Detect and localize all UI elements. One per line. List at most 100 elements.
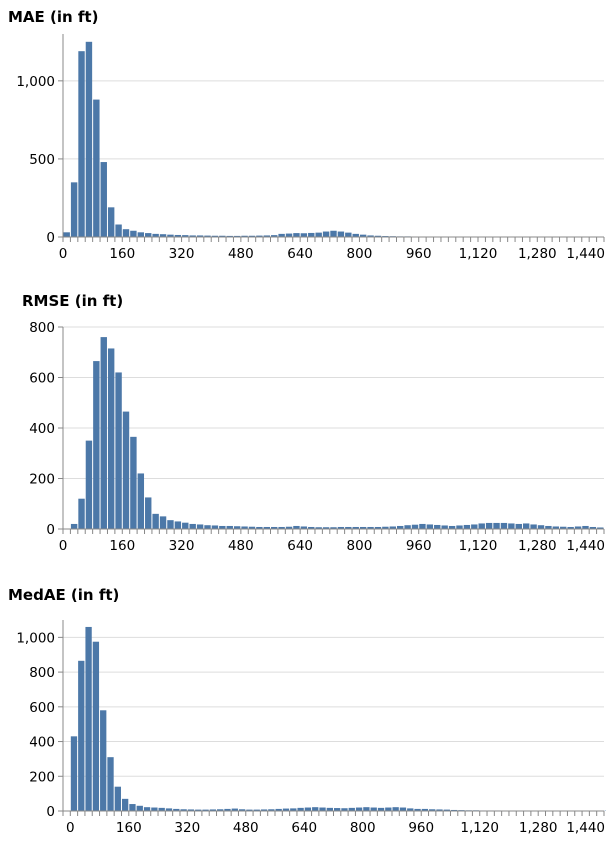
- histogram-bar: [404, 525, 410, 529]
- x-tick-label: 800: [350, 820, 376, 836]
- chart-title-medae: MedAE (in ft): [8, 586, 119, 604]
- x-tick-label: 640: [291, 820, 317, 836]
- histogram-bar: [182, 523, 188, 529]
- x-tick-label: 800: [347, 246, 373, 262]
- histogram-bar: [71, 182, 77, 237]
- histogram-bar: [479, 523, 485, 529]
- histogram-bar: [538, 525, 544, 529]
- histogram-bar: [138, 232, 144, 237]
- y-tick-label: 200: [29, 769, 55, 785]
- histogram-bar: [137, 806, 143, 811]
- histogram-bar: [138, 473, 144, 529]
- histogram-bar: [123, 412, 129, 529]
- chart-title-mae: MAE (in ft): [8, 8, 98, 26]
- histogram-bar: [345, 233, 351, 237]
- y-tick-label: 600: [29, 371, 55, 387]
- y-tick-label: 1,000: [16, 74, 55, 90]
- x-tick-label: 1,280: [518, 246, 557, 262]
- x-tick-label: 320: [174, 820, 200, 836]
- histogram-bar: [129, 804, 135, 811]
- histogram-bar: [319, 808, 325, 811]
- histogram-bar: [356, 808, 362, 811]
- histogram-bar: [123, 229, 129, 237]
- histogram-bar: [419, 524, 425, 529]
- chart-title-rmse: RMSE (in ft): [22, 292, 123, 310]
- y-tick-label: 400: [29, 735, 55, 751]
- x-tick-label: 960: [406, 246, 432, 262]
- x-tick-label: 1,120: [460, 820, 499, 836]
- histogram-bar: [108, 348, 114, 529]
- histogram-bar: [400, 808, 406, 811]
- x-tick-label: 800: [347, 538, 373, 554]
- histogram-bar: [100, 710, 106, 811]
- x-tick-label: 1,440: [566, 246, 605, 262]
- histogram-bar: [151, 808, 157, 811]
- x-tick-label: 640: [287, 246, 313, 262]
- x-tick-label: 960: [408, 820, 434, 836]
- y-tick-label: 200: [29, 472, 55, 488]
- y-tick-label: 0: [46, 804, 55, 820]
- histogram-bar: [464, 525, 470, 529]
- x-tick-label: 1,280: [519, 820, 558, 836]
- histogram-bar: [107, 757, 113, 811]
- y-tick-label: 500: [29, 152, 55, 168]
- histogram-bar: [523, 523, 529, 529]
- histogram-bar: [93, 100, 99, 237]
- histogram-bar: [434, 525, 440, 529]
- histogram-bar: [385, 808, 391, 811]
- histogram-bar: [301, 233, 307, 237]
- x-tick-label: 480: [228, 246, 254, 262]
- histogram-bar: [115, 787, 121, 811]
- histogram-bar: [145, 233, 151, 237]
- x-tick-label: 1,440: [566, 820, 605, 836]
- histogram-bar: [85, 627, 91, 811]
- histogram-bar: [71, 736, 77, 811]
- histogram-bar: [441, 525, 447, 529]
- histogram-bar: [212, 525, 218, 529]
- histogram-bar: [508, 523, 514, 529]
- histogram-bar: [412, 525, 418, 529]
- x-tick-label: 480: [228, 538, 254, 554]
- y-tick-label: 800: [29, 320, 55, 336]
- y-tick-label: 0: [46, 522, 55, 538]
- histogram-bar: [101, 337, 107, 529]
- x-tick-label: 160: [116, 820, 142, 836]
- histogram-bar: [152, 514, 158, 529]
- histogram-bar: [78, 499, 84, 529]
- histogram-bar: [71, 524, 77, 529]
- histogram-bar: [456, 525, 462, 529]
- histogram-bar: [144, 807, 150, 811]
- x-tick-label: 160: [109, 246, 135, 262]
- x-tick-label: 160: [109, 538, 135, 554]
- y-tick-label: 800: [29, 665, 55, 681]
- histogram-bar: [427, 524, 433, 529]
- histogram-bar: [338, 232, 344, 237]
- histogram-bar: [93, 361, 99, 529]
- y-tick-label: 600: [29, 700, 55, 716]
- histogram-bar: [486, 523, 492, 529]
- x-tick-label: 640: [287, 538, 313, 554]
- histogram-bar: [175, 521, 181, 529]
- histogram-bar: [130, 231, 136, 237]
- x-tick-label: 1,280: [518, 538, 557, 554]
- histogram-bar: [293, 233, 299, 237]
- y-tick-label: 0: [46, 230, 55, 246]
- histogram-bar: [371, 808, 377, 811]
- histogram-bar: [64, 232, 70, 237]
- x-tick-label: 320: [169, 246, 195, 262]
- histogram-bar: [493, 523, 499, 529]
- histogram-bar: [363, 807, 369, 811]
- x-tick-label: 960: [406, 538, 432, 554]
- histogram-bar: [471, 524, 477, 529]
- x-tick-label: 1,440: [566, 538, 605, 554]
- histogram-bar: [204, 525, 210, 529]
- histogram-bar: [93, 642, 99, 811]
- histogram-bar: [78, 661, 84, 811]
- x-tick-label: 480: [233, 820, 259, 836]
- histogram-bar: [286, 234, 292, 237]
- histogram-bar: [530, 524, 536, 529]
